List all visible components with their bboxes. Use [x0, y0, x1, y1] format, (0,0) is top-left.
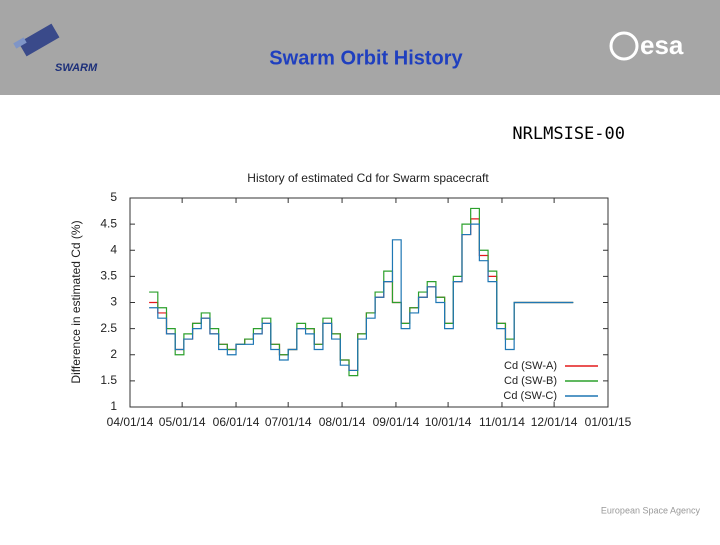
- series-line: [149, 223, 574, 372]
- x-tick-label: 12/01/14: [531, 415, 578, 429]
- x-tick-label: 06/01/14: [213, 415, 260, 429]
- y-tick-label: 2.5: [100, 321, 117, 335]
- y-axis-label: Difference in estimated Cd (%): [69, 220, 83, 383]
- footer: European Space Agency: [601, 505, 701, 515]
- plot: 1 1.5 2 2.5 3 3.5 4 4.5 5 04/01/14 05/01/14 06/01/1…: [100, 190, 631, 429]
- y-tick-label: 3.5: [100, 269, 117, 283]
- x-tick-label: 07/01/14: [265, 415, 312, 429]
- x-tick-label: 11/01/14: [479, 415, 525, 429]
- y-tick-label: 1: [110, 399, 117, 413]
- model-name: NRLMSISE-00: [512, 124, 625, 144]
- legend-label: Cd (SW-B): [504, 375, 557, 387]
- y-tick-label: 4: [110, 242, 117, 256]
- logo-right-text: esa: [640, 30, 684, 60]
- y-tick-label: 5: [110, 190, 117, 204]
- legend-label: Cd (SW-C): [503, 390, 557, 402]
- x-tick-label: 04/01/14: [107, 415, 154, 429]
- y-tick-label: 2: [110, 347, 117, 361]
- esa-logo: esa: [609, 30, 684, 61]
- x-tick-label: 08/01/14: [319, 415, 366, 429]
- slide-title: Swarm Orbit History: [269, 47, 463, 69]
- series-line: [149, 218, 574, 372]
- y-tick-label: 1.5: [100, 373, 117, 387]
- chart-title: History of estimated Cd for Swarm spacec…: [247, 171, 489, 185]
- legend-label: Cd (SW-A): [504, 360, 557, 372]
- x-tick-label: 05/01/14: [159, 415, 206, 429]
- logo-left-text: SWARM: [55, 62, 98, 74]
- header-band: [0, 0, 720, 95]
- swarm-logo: SWARM: [13, 23, 98, 74]
- x-tick-label: 09/01/14: [373, 415, 420, 429]
- y-tick-label: 3: [110, 295, 117, 309]
- x-tick-label: 01/01/15: [585, 415, 632, 429]
- series-line: [149, 207, 574, 377]
- y-tick-label: 4.5: [100, 216, 117, 230]
- x-tick-label: 10/01/14: [425, 415, 472, 429]
